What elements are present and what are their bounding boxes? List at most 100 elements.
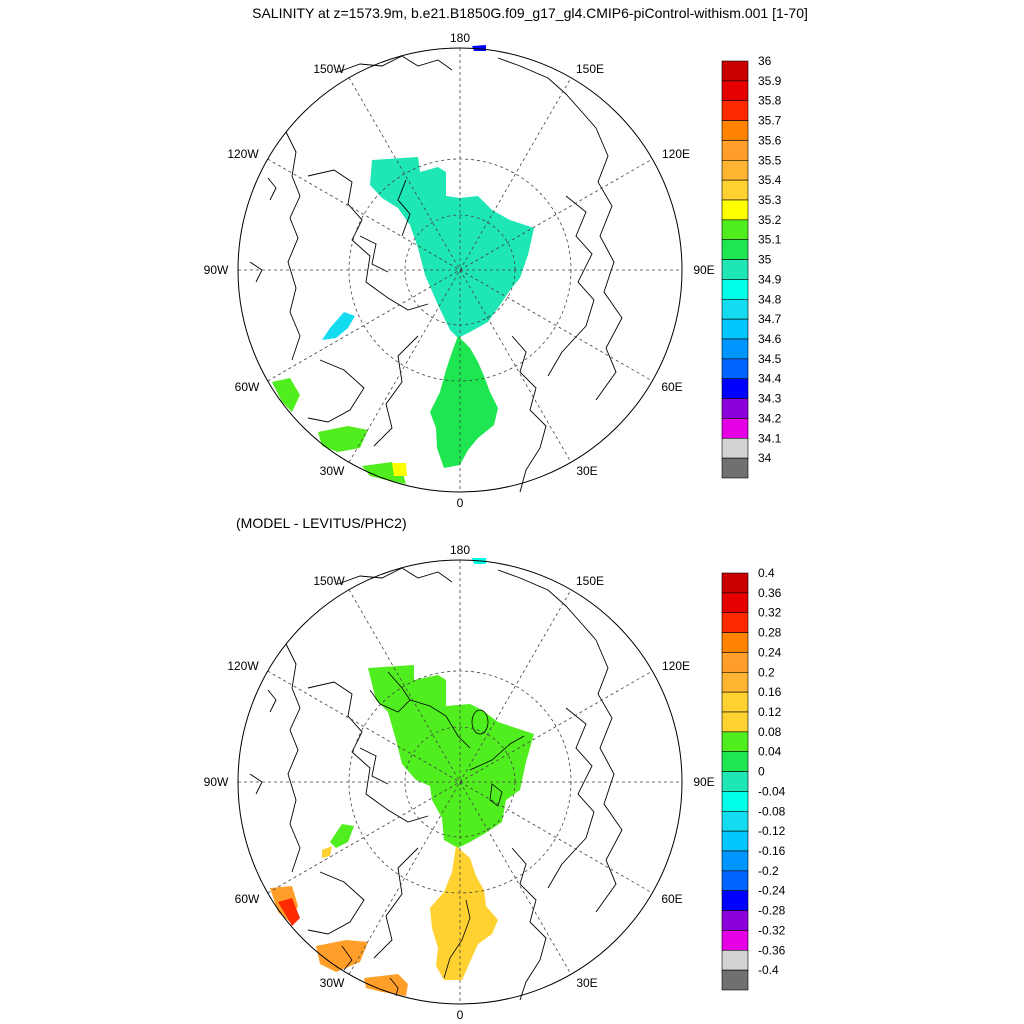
top-lon-60w: 60W xyxy=(235,380,260,394)
top-lon-120e: 120E xyxy=(662,147,690,161)
top-map: 180 150E 120E 90E 60E 30E 0 30W 60W 90W … xyxy=(204,31,715,510)
bottom-colorbar-label-5: 0.2 xyxy=(758,665,775,679)
bottom-lon-120w: 120W xyxy=(227,659,259,673)
bottom-lon-30w: 30W xyxy=(320,976,345,990)
top-colorbar-swatch-11 xyxy=(721,279,749,300)
top-lon-90e: 90E xyxy=(693,263,714,277)
bottom-baffin-fill xyxy=(330,824,354,848)
bottom-colorbar-swatch-13 xyxy=(721,830,749,852)
top-colorbar-swatch-3 xyxy=(721,120,749,141)
bottom-colorbar-label-17: -0.28 xyxy=(758,904,786,918)
top-lon-60e: 60E xyxy=(661,380,682,394)
top-colorbar-label-7: 35.3 xyxy=(758,193,782,207)
bottom-colorbar-swatch-9 xyxy=(721,751,749,772)
bottom-lon-180: 180 xyxy=(450,543,470,557)
difference-subtitle: (MODEL - LEVITUS/PHC2) xyxy=(236,515,407,531)
top-colorbar-swatch-19 xyxy=(721,437,749,459)
bottom-colorbar-swatch-1 xyxy=(721,592,749,614)
top-map-border xyxy=(237,47,683,493)
bottom-colorbar-swatch-10 xyxy=(721,771,749,792)
bottom-colorbar-swatch-18 xyxy=(721,930,749,951)
bottom-colorbar-label-8: 0.08 xyxy=(758,725,782,739)
bottom-labrador-red xyxy=(278,898,300,926)
bottom-colorbar-label-10: 0 xyxy=(758,765,765,779)
bottom-colorbar-swatch-8 xyxy=(721,731,749,753)
top-colorbar-label-15: 34.5 xyxy=(758,352,782,366)
top-colorbar-label-6: 35.4 xyxy=(758,173,782,187)
bottom-colorbar-label-18: -0.32 xyxy=(758,923,786,937)
bottom-colorbar-label-15: -0.2 xyxy=(758,864,779,878)
top-colorbar-label-2: 35.8 xyxy=(758,94,782,108)
bottom-colorbar-swatch-7 xyxy=(721,711,749,733)
top-colorbar-swatch-1 xyxy=(721,80,749,102)
top-baffin-fill xyxy=(322,312,355,340)
top-labrador-fill xyxy=(272,378,300,412)
bottom-colorbar-label-13: -0.12 xyxy=(758,824,786,838)
top-colorbar-swatch-0 xyxy=(721,60,749,82)
bottom-colorbar-swatch-2 xyxy=(721,612,749,633)
top-colorbar-swatch-18 xyxy=(721,418,749,439)
bottom-lon-60w: 60W xyxy=(235,892,260,906)
bottom-colorbar-label-2: 0.32 xyxy=(758,606,782,620)
top-colorbar-label-11: 34.9 xyxy=(758,272,782,286)
top-colorbar-label-18: 34.2 xyxy=(758,411,782,425)
bottom-colorbar-label-11: -0.04 xyxy=(758,784,786,798)
top-colorbar-swatch-7 xyxy=(721,199,749,221)
top-nordic-west-fill xyxy=(318,426,368,452)
top-colorbar-label-17: 34.3 xyxy=(758,392,782,406)
top-colorbar-label-20: 34 xyxy=(758,451,772,465)
top-lon-30e: 30E xyxy=(576,464,597,478)
bottom-colorbar-swatch-17 xyxy=(721,910,749,931)
bottom-lon-150e: 150E xyxy=(576,574,604,588)
top-atlantic-fill xyxy=(430,336,498,468)
bottom-nordic-west-fill xyxy=(316,940,368,972)
top-colorbar-swatch-8 xyxy=(721,219,749,241)
bottom-colorbar-swatch-4 xyxy=(721,652,749,673)
top-colorbar-swatch-2 xyxy=(721,100,749,121)
top-colorbar-swatch-5 xyxy=(721,159,749,181)
top-colorbar-swatch-4 xyxy=(721,140,749,161)
bottom-colorbar-swatch-3 xyxy=(721,632,749,653)
bottom-colorbar-label-3: 0.28 xyxy=(758,626,782,640)
top-colorbar-swatch-17 xyxy=(721,398,749,419)
bottom-contours xyxy=(341,671,525,997)
top-lon-0: 0 xyxy=(457,496,464,510)
bottom-lon-30e: 30E xyxy=(576,976,597,990)
top-lon-90w: 90W xyxy=(204,263,229,277)
top-colorbar-swatch-12 xyxy=(721,298,749,320)
top-colorbar-swatch-20 xyxy=(721,457,749,479)
top-coastlines xyxy=(249,55,623,493)
top-lon-30w: 30W xyxy=(320,464,345,478)
bottom-baffin-yellow xyxy=(322,846,332,858)
bottom-coastlines xyxy=(249,567,623,1001)
top-colorbar-label-1: 35.9 xyxy=(758,74,782,88)
bottom-lon-60e: 60E xyxy=(661,892,682,906)
top-colorbar-swatch-10 xyxy=(721,259,749,280)
bottom-colorbar-swatch-12 xyxy=(721,810,749,832)
bottom-colorbar-label-12: -0.08 xyxy=(758,804,786,818)
top-colorbar: 36 35.9 35.8 35.7 35.6 35.5 35.4 35.3 35.2 35.1 35… xyxy=(721,54,782,479)
top-colorbar-label-16: 34.4 xyxy=(758,372,782,386)
top-colorbar-label-19: 34.1 xyxy=(758,431,782,445)
top-colorbar-label-0: 36 xyxy=(758,54,772,68)
bottom-colorbar-swatch-16 xyxy=(721,890,749,911)
bottom-colorbar: 0.4 0.36 0.32 0.28 0.24 0.2 0.16 0.12 0.08 0.04 0 -… xyxy=(721,566,786,991)
bottom-colorbar-label-7: 0.12 xyxy=(758,705,782,719)
top-colorbar-swatch-14 xyxy=(721,338,749,360)
top-colorbar-label-3: 35.7 xyxy=(758,114,782,128)
top-colorbar-label-13: 34.7 xyxy=(758,312,782,326)
bottom-colorbar-swatch-5 xyxy=(721,671,749,693)
bottom-colorbar-swatch-11 xyxy=(721,791,749,812)
top-colorbar-label-10: 35 xyxy=(758,253,772,267)
top-colorbar-label-5: 35.5 xyxy=(758,153,782,167)
top-colorbar-label-4: 35.6 xyxy=(758,133,782,147)
top-salinity-fill xyxy=(272,45,534,484)
bottom-colorbar-label-19: -0.36 xyxy=(758,943,786,957)
top-colorbar-label-14: 34.6 xyxy=(758,332,782,346)
bottom-map: 180 150E 120E 90E 60E 30E 0 30W 60W 90W … xyxy=(204,543,715,1022)
bottom-map-border xyxy=(237,559,683,1005)
top-colorbar-swatch-15 xyxy=(721,358,749,380)
top-colorbar-swatch-13 xyxy=(721,318,749,340)
top-lon-150w: 150W xyxy=(313,62,345,76)
